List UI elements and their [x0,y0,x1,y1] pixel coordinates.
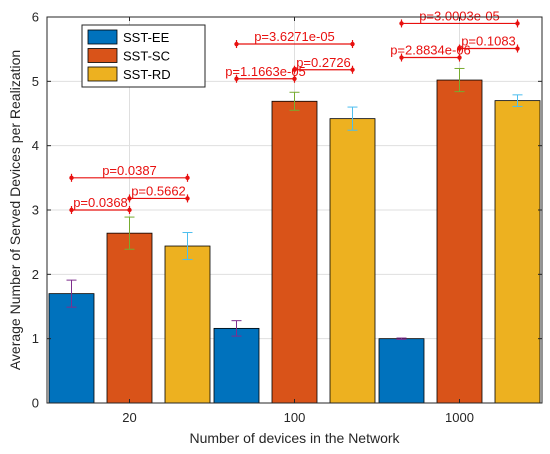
y-tick-label: 2 [32,267,39,282]
p-value-label: p=0.1083 [461,34,516,49]
axes: 0 1 2 3 4 5 6 20 100 1000 [32,10,543,425]
significance-dot [234,76,239,81]
legend-label: SST-EE [123,30,170,45]
y-axis-label: Average Number of Served Devices per Rea… [7,50,23,370]
bar-sst-ee-100 [213,327,260,404]
bar-sst-rd-100 [329,118,376,404]
x-tick-label: 1000 [445,410,474,425]
y-tick-label: 4 [32,138,39,153]
significance-dot [185,196,190,201]
significance-dot [515,46,520,51]
significance-dot [127,207,132,213]
p-value-label: p=3.6271e-05 [254,29,335,44]
significance-dot [350,41,355,47]
y-tick-label: 6 [32,10,39,25]
legend-swatch [87,29,118,45]
significance-dot [292,67,297,72]
significance-dot [69,175,74,181]
legend-label: SST-RD [123,67,171,82]
p-value-label: p=0.2726 [296,55,351,70]
legend-swatch [87,66,118,82]
legend-swatch [87,48,118,63]
bar-sst-sc-20 [106,232,153,404]
significance-dot [399,55,404,60]
significance-annotations: p=0.0368p=0.5662p=0.0387p=1.1663e-05p=0.… [69,8,520,214]
p-value-label: p=1.1663e-05 [225,64,306,79]
significance-dot [185,175,190,181]
legend: SST-EE SST-SC SST-RD [81,24,206,88]
error-bars [66,67,523,340]
significance-dot [399,21,404,26]
y-tick-label: 3 [32,203,39,218]
x-axis-label: Number of devices in the Network [189,430,400,446]
significance-dot [292,76,297,81]
significance-dot [69,207,74,213]
bar-sst-ee-20 [48,293,95,404]
legend-label: SST-SC [123,49,170,64]
p-value-label: p=0.0368 [73,195,128,210]
p-value-label: p=3.0003e-05 [419,8,500,23]
bar-sst-ee-1000 [378,338,425,404]
significance-dot [515,21,520,26]
y-tick-label: 0 [32,396,39,411]
significance-dot [457,46,462,51]
significance-dot [127,196,132,201]
x-tick-label: 100 [284,410,306,425]
significance-dot [350,67,355,72]
y-tick-label: 1 [32,331,39,346]
p-value-label: p=0.5662 [131,183,186,198]
bar-sst-rd-1000 [494,100,541,404]
bar-sst-rd-20 [164,245,211,404]
significance-dot [457,55,462,60]
bar-sst-sc-1000 [436,79,483,404]
p-value-label: p=2.8834e-06 [390,43,471,58]
bars [48,79,541,404]
significance-dot [234,41,239,47]
p-value-label: p=0.0387 [102,163,157,178]
bar-sst-sc-100 [271,100,318,404]
y-tick-label: 5 [32,74,39,89]
x-tick-label: 20 [122,410,136,425]
